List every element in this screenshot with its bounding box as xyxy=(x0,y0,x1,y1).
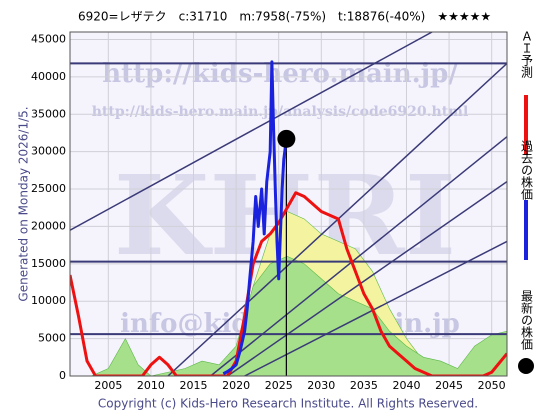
y-tick-label: 10000 xyxy=(31,294,66,307)
x-tick-label: 2015 xyxy=(180,379,208,392)
trend-line xyxy=(210,136,507,376)
simulation-area xyxy=(91,256,507,376)
x-tick-label: 2025 xyxy=(265,379,293,392)
x-tick-label: 2005 xyxy=(94,379,122,392)
x-tick-label: 2010 xyxy=(137,379,165,392)
footer: Copyright (c) Kids-Hero Research Institu… xyxy=(98,397,478,411)
y-tick-label: 15000 xyxy=(31,257,66,270)
y-tick-label: 30000 xyxy=(31,145,66,158)
x-tick-label: 2045 xyxy=(435,379,463,392)
legend-label: 最新の株価 xyxy=(520,290,534,350)
y-tick-label: 25000 xyxy=(31,182,66,195)
plot-frame xyxy=(69,31,508,377)
trend-line xyxy=(244,240,507,376)
legend-label: ＡＩ予測 xyxy=(520,30,534,79)
y-tick-label: 35000 xyxy=(31,107,66,120)
x-tick-label: 2040 xyxy=(392,379,420,392)
y-tick-label: 45000 xyxy=(31,32,66,45)
y-tick-label: 20000 xyxy=(31,219,66,232)
series-line xyxy=(70,191,507,376)
series-line xyxy=(222,60,288,376)
y-tick-label: 40000 xyxy=(31,70,66,83)
x-tick-label: 2050 xyxy=(478,379,506,392)
trend-line xyxy=(70,32,433,231)
watermark: http://kids-hero.main.jp/analysis/code69… xyxy=(92,104,469,120)
legend-swatch xyxy=(518,358,534,374)
y-tick-label: 5000 xyxy=(38,332,66,345)
plot-layer xyxy=(70,32,507,376)
x-tick-label: 2030 xyxy=(307,379,335,392)
y-axis-label: Generated on Monday 2026/1/5. xyxy=(17,106,31,301)
x-tick-label: 2035 xyxy=(350,379,378,392)
trend-line xyxy=(227,180,507,376)
x-tick-label: 2020 xyxy=(222,379,250,392)
legend-label: 過去の株価 xyxy=(520,140,534,200)
y-tick-label: 0 xyxy=(59,369,66,382)
header: 6920=レザテク c:31710 m:7958(-75%) t:18876(-… xyxy=(78,10,491,24)
latest-price-dot xyxy=(277,129,296,148)
